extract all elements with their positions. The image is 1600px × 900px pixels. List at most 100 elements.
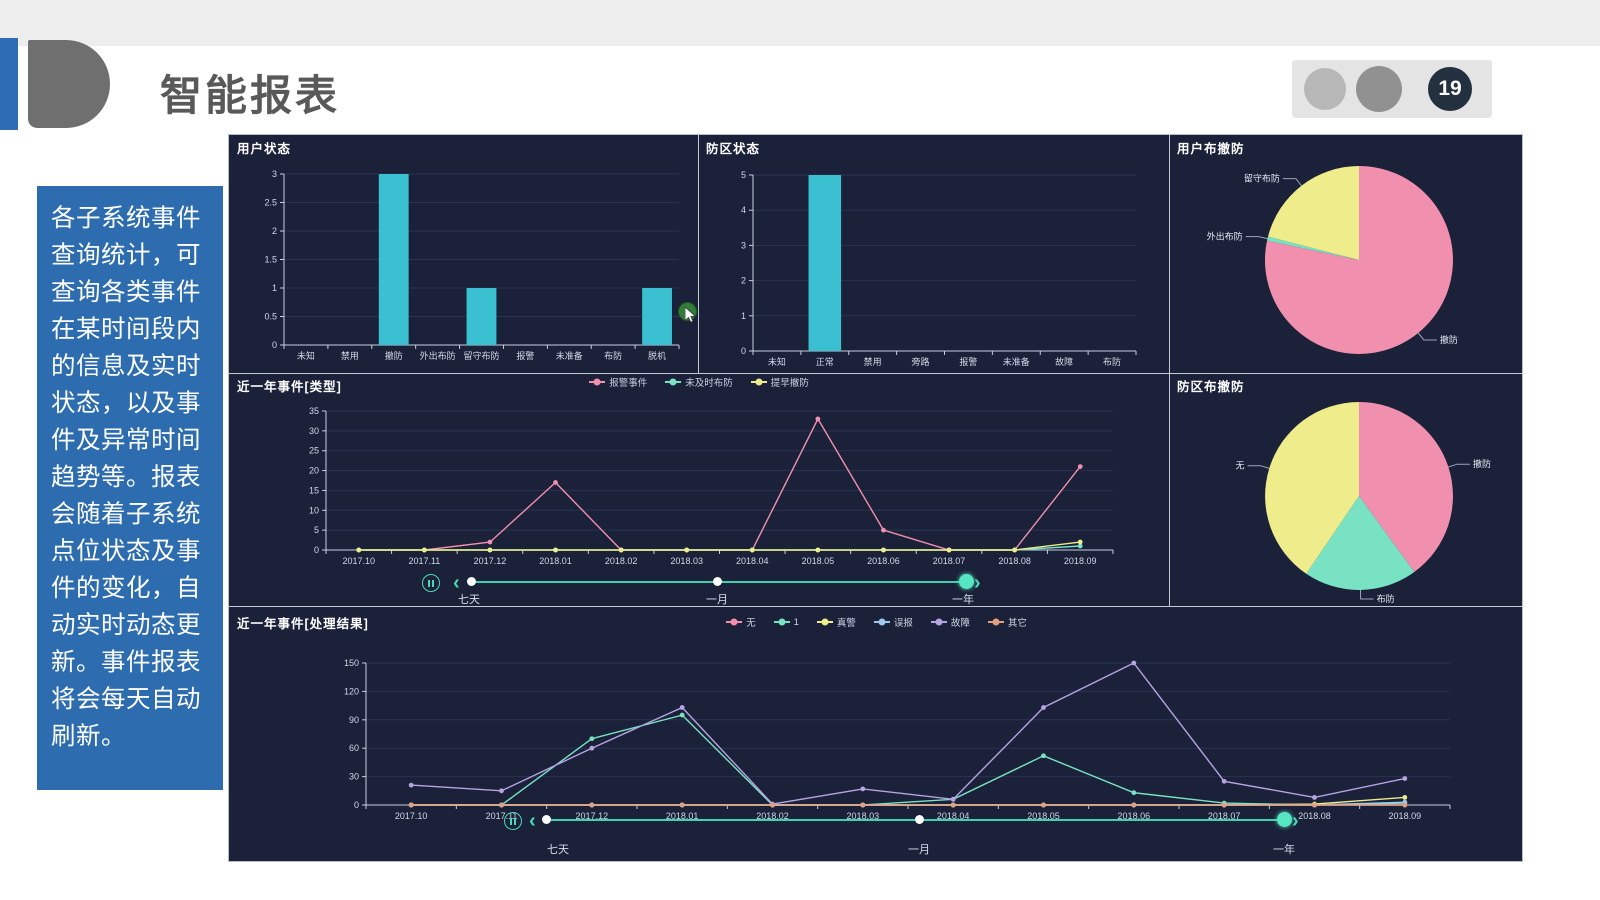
slider-end-handle[interactable] [959,574,974,589]
user-status-title: 用户状态 [237,142,292,156]
zone-arm-title: 防区布撤防 [1177,380,1245,394]
slider-mid-handle[interactable] [713,577,722,586]
svg-text:正常: 正常 [816,356,834,367]
svg-text:60: 60 [349,743,359,753]
legend-item[interactable]: 真警 [816,615,856,629]
sidebar-note: 各子系统事件查询统计，可查询各类事件在某时间段内的信息及实时状态，以及事件及异常… [37,186,223,790]
user-arm-pie-chart: 撤防 外出布防 留守布防 [1207,166,1458,354]
svg-text:2017.12: 2017.12 [474,556,507,566]
legend-item[interactable]: 其它 [987,615,1027,629]
events-result-legend: 无 1 真警 误报 故障 其它 [229,615,1524,629]
time-range-slider-2: ‹ › 七天 一月 一年 [229,606,1524,863]
legend-item[interactable]: 误报 [873,615,913,629]
svg-text:0: 0 [314,545,319,555]
legend-item[interactable]: 报警事件 [589,375,647,389]
svg-text:0: 0 [272,340,277,350]
svg-text:报警: 报警 [516,350,534,361]
header-circles-group: 19 [1292,60,1492,118]
legend-marker-icon [987,618,1004,626]
svg-text:无: 无 [1236,461,1245,471]
legend-marker-icon [665,378,682,386]
svg-text:2018.03: 2018.03 [847,811,880,821]
svg-text:30: 30 [349,772,359,782]
cursor-pointer [678,302,697,323]
divider-horizontal-2 [229,606,1524,607]
svg-text:2017.11: 2017.11 [486,811,518,821]
svg-text:1: 1 [741,311,746,321]
legend-marker-icon [726,618,743,626]
slider-start-handle[interactable] [467,577,476,586]
svg-text:撤防: 撤防 [385,350,403,361]
svg-text:外出布防: 外出布防 [420,350,456,361]
svg-text:3: 3 [272,169,277,179]
svg-text:留守布防: 留守布防 [463,350,499,361]
legend-item[interactable]: 提早撤防 [750,375,809,389]
svg-text:未准备: 未准备 [1003,356,1030,367]
events-type-panel: 近一年事件[类型] 报警事件 未及时布防 提早撤防 0 5 10 15 20 25 30 35 20… [229,373,1169,606]
slider-label-7d: 七天 [547,844,569,856]
svg-text:15: 15 [309,485,319,495]
svg-text:2018.06: 2018.06 [1118,811,1151,821]
legend-item[interactable]: 无 [726,615,756,629]
svg-text:2018.01: 2018.01 [666,811,699,821]
cursor-arrow-icon [685,307,697,323]
pause-button[interactable] [504,812,522,830]
svg-text:布防: 布防 [1377,593,1395,604]
slider-mid-handle[interactable] [915,815,924,824]
svg-text:2: 2 [741,276,746,286]
pause-button[interactable] [422,574,440,592]
events-result-title: 近一年事件[处理结果] [237,617,369,631]
svg-text:1: 1 [272,283,277,293]
events-result-panel: 近一年事件[处理结果] 无 1 真警 误报 故障 其它 0 30 60 90 120 150 2017… [229,606,1524,863]
legend-item[interactable]: 未及时布防 [665,375,733,389]
svg-text:0: 0 [354,800,359,810]
svg-text:2017.10: 2017.10 [395,811,428,821]
svg-text:10: 10 [309,505,319,515]
prev-arrow[interactable]: ‹ [529,810,536,832]
svg-text:2018.09: 2018.09 [1389,811,1422,821]
slider-label-1m: 一月 [908,844,930,856]
events-result-line-chart: 0 30 60 90 120 150 2017.10 2017.11 2017.12 2018.0… [344,658,1451,821]
report-dashboard: 用户状态 0 0.5 1 1.5 2 2.5 3 未知 禁用 撤防 外出布防 留守布防 报警 未准备 布防脱… [228,134,1524,863]
svg-text:2017.11: 2017.11 [408,556,440,566]
divider-horizontal-1 [229,373,1524,374]
legend-marker-icon [930,618,947,626]
svg-text:5: 5 [741,170,746,180]
zone-status-panel: 防区状态 0 1 2 3 4 5 未知 正常 禁用 旁路 报警 未准备 故障 布防 [698,135,1169,373]
next-arrow[interactable]: › [974,572,981,594]
svg-text:2018.03: 2018.03 [670,556,703,566]
user-arm-title: 用户布撤防 [1177,142,1245,156]
svg-text:1.5: 1.5 [264,255,277,265]
svg-text:25: 25 [309,446,319,456]
next-arrow[interactable]: › [1292,810,1299,832]
divider-vertical-1 [698,135,699,373]
svg-text:2018.01: 2018.01 [539,556,572,566]
legend-item[interactable]: 1 [773,617,799,628]
zone-status-title: 防区状态 [706,142,761,156]
svg-text:未知: 未知 [768,356,786,367]
legend-marker-icon [816,618,833,626]
slide-title: 智能报表 [160,72,341,119]
svg-text:2018.02: 2018.02 [756,811,789,821]
zone-status-bar-chart: 0 1 2 3 4 5 未知 正常 禁用 旁路 报警 未准备 故障 布防 [741,170,1137,367]
svg-text:2018.09: 2018.09 [1064,556,1097,566]
time-range-slider-1: ‹ › 七天 一月 一年 [229,373,1169,606]
svg-text:3: 3 [741,240,746,250]
svg-text:报警: 报警 [959,356,977,367]
zone-arm-panel: 防区布撤防 撤防 布防 无 [1169,373,1524,606]
svg-text:2018.07: 2018.07 [933,556,966,566]
legend-item[interactable]: 故障 [930,615,970,629]
slider-end-handle[interactable] [1277,812,1292,827]
svg-text:2: 2 [272,226,277,236]
svg-text:脱机: 脱机 [648,350,666,361]
events-type-title: 近一年事件[类型] [237,380,342,394]
user-status-panel: 用户状态 0 0.5 1 1.5 2 2.5 3 未知 禁用 撤防 外出布防 留守布防 报警 未准备 布防 脱… [229,135,698,373]
svg-text:2018.04: 2018.04 [736,556,769,566]
svg-text:120: 120 [344,686,359,696]
slider-start-handle[interactable] [542,815,551,824]
prev-arrow[interactable]: ‹ [453,572,460,594]
svg-text:撤防: 撤防 [1440,334,1458,345]
legend-marker-icon [750,378,767,386]
decor-gray-shape [28,40,110,128]
